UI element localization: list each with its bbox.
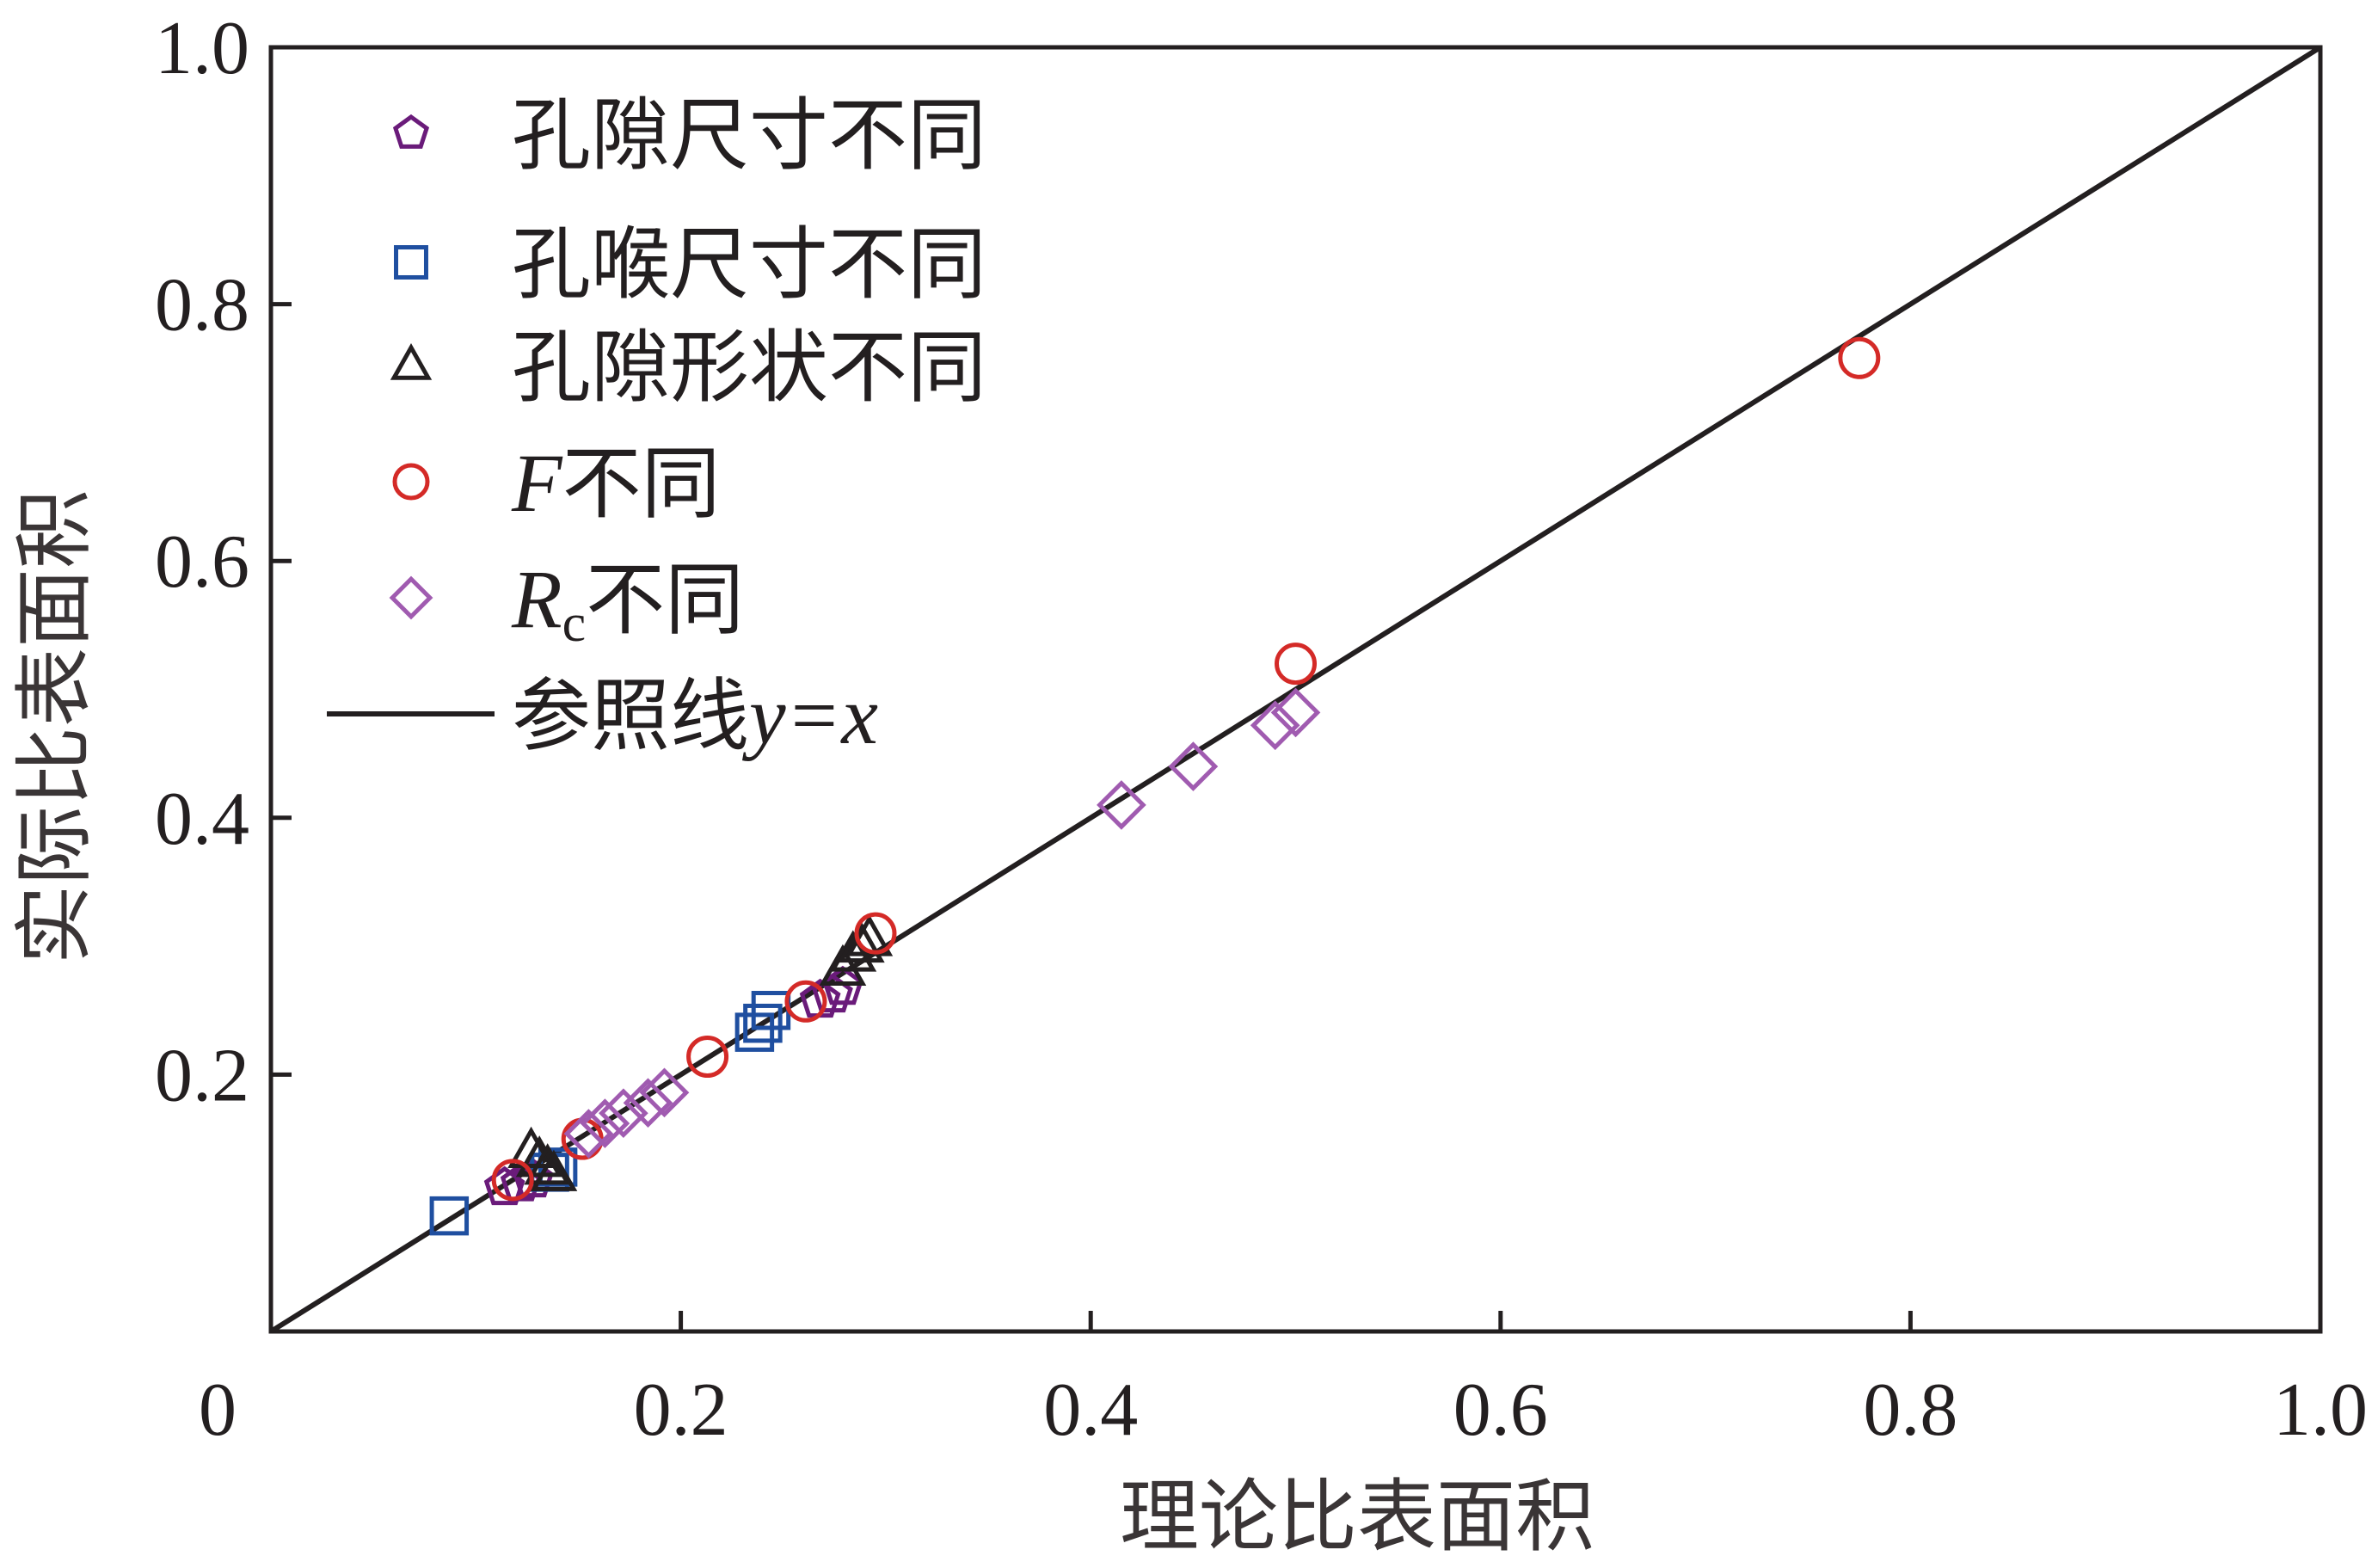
data-point-diamond (623, 1078, 673, 1128)
legend-label-text: 不同 (586, 554, 744, 646)
data-point-diamond (580, 1098, 630, 1148)
data-point-pentagon (483, 1165, 525, 1206)
legend-marker-square (394, 245, 428, 280)
data-point-circle (491, 1159, 534, 1202)
legend-label-subscript: c (562, 594, 587, 653)
data-point-circle (854, 912, 897, 955)
data-point-diamond (563, 1109, 614, 1159)
legend-marker-diamond (389, 575, 433, 620)
legend-label-italic: y (741, 669, 786, 761)
y-tick-label: 0.8 (155, 264, 249, 347)
y-tick-label: 0.4 (155, 778, 249, 861)
data-point-triangle (507, 1126, 555, 1168)
data-point-triangle (530, 1149, 578, 1191)
legend-label-italic: R (511, 553, 562, 645)
x-tick-label: 1.0 (2273, 1368, 2368, 1452)
legend-label: 孔喉尺寸不同 (512, 218, 986, 311)
x-tick-label: 0.2 (634, 1368, 728, 1452)
legend-marker-triangle (390, 343, 433, 380)
legend-label: 孔隙尺寸不同 (512, 89, 986, 181)
y-axis-label: 实际比表面积 (9, 489, 101, 964)
legend-label-text: 参照线 (512, 670, 749, 762)
data-point-diamond (639, 1067, 690, 1118)
x-tick-label: 0 (199, 1368, 237, 1452)
legend-marker-circle (392, 463, 430, 501)
legend-label-text: 不同 (562, 438, 721, 530)
data-point-diamond (1250, 700, 1300, 751)
legend-label: 孔隙形状不同 (512, 322, 986, 414)
data-point-triangle (515, 1135, 563, 1178)
data-point-circle (1275, 643, 1317, 686)
legend-label-italic: x (839, 669, 878, 761)
data-point-square (429, 1196, 470, 1236)
x-tick-label: 0.6 (1453, 1368, 1548, 1452)
data-point-triangle (524, 1143, 572, 1185)
x-tick-label: 0.8 (1863, 1368, 1957, 1452)
plot-frame (268, 45, 2323, 1334)
legend-label: F不同 (511, 437, 721, 530)
data-point-diamond (1270, 687, 1321, 738)
legend-label-italic: F (511, 437, 563, 529)
data-point-pentagon (513, 1158, 554, 1198)
legend-label-equals: = (786, 669, 842, 761)
data-point-diamond (1097, 780, 1146, 830)
x-axis-label: 理论比表面积 (1120, 1471, 1595, 1563)
data-point-diamond (599, 1088, 648, 1139)
data-point-circle (1838, 336, 1881, 379)
y-tick-label: 0.2 (155, 1034, 249, 1117)
data-point-circle (784, 980, 827, 1023)
legend-label: Rc不同 (511, 553, 744, 653)
data-point-triangle (837, 920, 885, 963)
x-tick-label: 0.4 (1043, 1368, 1138, 1452)
data-point-circle (686, 1035, 729, 1078)
data-point-diamond (1168, 741, 1219, 791)
legend-marker-pentagon (392, 114, 430, 149)
data-point-triangle (845, 914, 894, 956)
axes-layer: 0 0.2 0.4 0.6 0.8 1.0 0.2 0.4 0.6 0.8 1.0 (155, 7, 2368, 1452)
data-point-square (743, 1003, 783, 1043)
legend-label: 参照线y=x (512, 669, 878, 762)
y-tick-label: 0.6 (155, 520, 249, 604)
data-points-layer (429, 336, 1881, 1236)
y-tick-label: 1.0 (155, 7, 249, 90)
